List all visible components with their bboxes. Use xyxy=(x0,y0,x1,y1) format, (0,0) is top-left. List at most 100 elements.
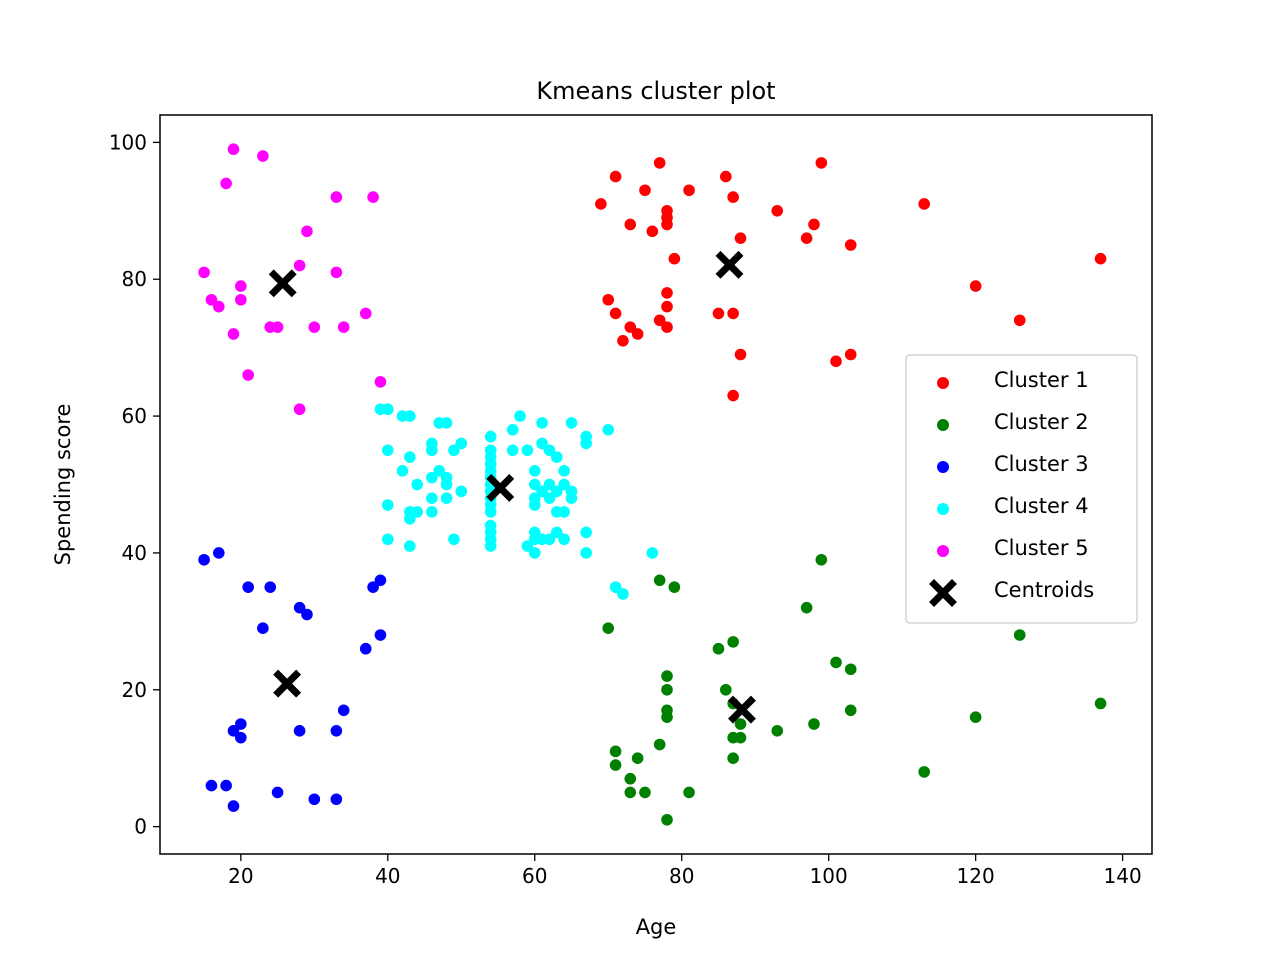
data-point xyxy=(844,704,857,717)
data-point xyxy=(212,300,225,313)
data-point xyxy=(448,533,460,546)
data-point xyxy=(727,307,739,320)
data-point xyxy=(558,465,570,477)
data-point xyxy=(374,376,387,388)
data-point xyxy=(448,444,460,457)
data-point xyxy=(404,410,416,422)
data-point xyxy=(830,656,842,669)
x-tick-label: 20 xyxy=(228,864,253,888)
legend-marker xyxy=(929,579,957,607)
centroid-marker xyxy=(273,669,302,698)
legend-marker xyxy=(937,461,949,473)
data-point xyxy=(580,547,592,559)
data-point xyxy=(653,738,666,751)
data-point xyxy=(661,683,673,696)
data-point xyxy=(198,266,210,279)
data-point xyxy=(411,478,423,491)
data-point xyxy=(521,540,534,552)
data-point xyxy=(359,642,372,655)
data-point xyxy=(257,150,269,162)
data-point xyxy=(720,683,732,696)
data-point xyxy=(808,218,820,231)
y-tick-label: 60 xyxy=(122,404,147,428)
data-point xyxy=(815,157,828,169)
data-point xyxy=(337,704,350,717)
x-tick-label: 80 xyxy=(669,864,694,888)
data-point xyxy=(661,218,673,231)
data-point xyxy=(918,766,931,778)
data-point xyxy=(661,813,673,826)
data-point xyxy=(330,266,343,279)
data-point xyxy=(404,540,416,552)
data-point xyxy=(653,574,666,587)
x-axis: 20 40 60 80 100 120 140 xyxy=(228,854,1142,888)
data-point xyxy=(844,663,857,676)
legend-label: Cluster 4 xyxy=(994,494,1089,518)
data-point xyxy=(771,725,784,737)
data-point xyxy=(359,307,372,320)
data-point xyxy=(727,752,739,765)
legend-item: Cluster 2 xyxy=(937,410,1089,434)
data-point xyxy=(661,711,673,723)
data-point xyxy=(565,417,578,429)
data-point xyxy=(367,581,379,593)
data-point xyxy=(624,218,637,231)
data-point xyxy=(308,793,321,806)
x-tick-label: 40 xyxy=(375,864,400,888)
x-tick-label: 140 xyxy=(1104,864,1142,888)
data-point xyxy=(220,177,232,190)
data-point xyxy=(536,437,548,450)
data-point xyxy=(558,506,570,518)
legend-item: Centroids xyxy=(929,578,1094,607)
data-point xyxy=(830,355,842,368)
series-2 xyxy=(602,553,1107,826)
data-point xyxy=(646,547,659,559)
y-tick-label: 40 xyxy=(122,541,147,565)
data-point xyxy=(301,608,313,621)
data-point xyxy=(271,786,284,799)
data-point xyxy=(609,170,622,183)
data-point xyxy=(720,170,732,183)
y-tick-label: 0 xyxy=(134,815,147,839)
data-point xyxy=(844,348,857,361)
data-point xyxy=(536,485,548,498)
data-point xyxy=(800,232,813,244)
data-point xyxy=(426,492,438,504)
x-tick-label: 100 xyxy=(810,864,848,888)
data-point xyxy=(624,772,637,785)
data-point xyxy=(602,293,615,306)
chart-title: Kmeans cluster plot xyxy=(536,77,775,105)
x-tick-label: 120 xyxy=(957,864,995,888)
data-point xyxy=(800,601,813,614)
data-point xyxy=(617,335,629,347)
data-point xyxy=(969,711,982,723)
centroid-marker xyxy=(728,695,756,724)
data-point xyxy=(220,779,232,792)
legend-marker xyxy=(937,545,949,557)
data-point xyxy=(404,451,416,463)
data-point xyxy=(551,526,563,539)
series-1 xyxy=(595,157,1107,402)
data-point xyxy=(727,389,739,402)
data-point xyxy=(484,430,497,443)
data-point xyxy=(639,786,651,799)
data-point xyxy=(617,588,629,600)
data-point xyxy=(198,553,210,566)
series-3 xyxy=(198,547,387,812)
data-point xyxy=(668,581,681,593)
data-point xyxy=(242,581,254,593)
data-point xyxy=(433,465,446,477)
data-point xyxy=(734,718,747,730)
data-point xyxy=(595,198,607,210)
data-point xyxy=(374,574,387,587)
data-point xyxy=(712,307,725,320)
data-point xyxy=(521,444,534,457)
data-point xyxy=(580,437,592,450)
data-point xyxy=(330,793,343,806)
data-point xyxy=(727,636,739,648)
data-point xyxy=(609,307,622,320)
data-point xyxy=(631,328,644,340)
x-axis-label: Age xyxy=(636,915,677,939)
data-point xyxy=(653,314,666,327)
data-point xyxy=(624,321,637,333)
